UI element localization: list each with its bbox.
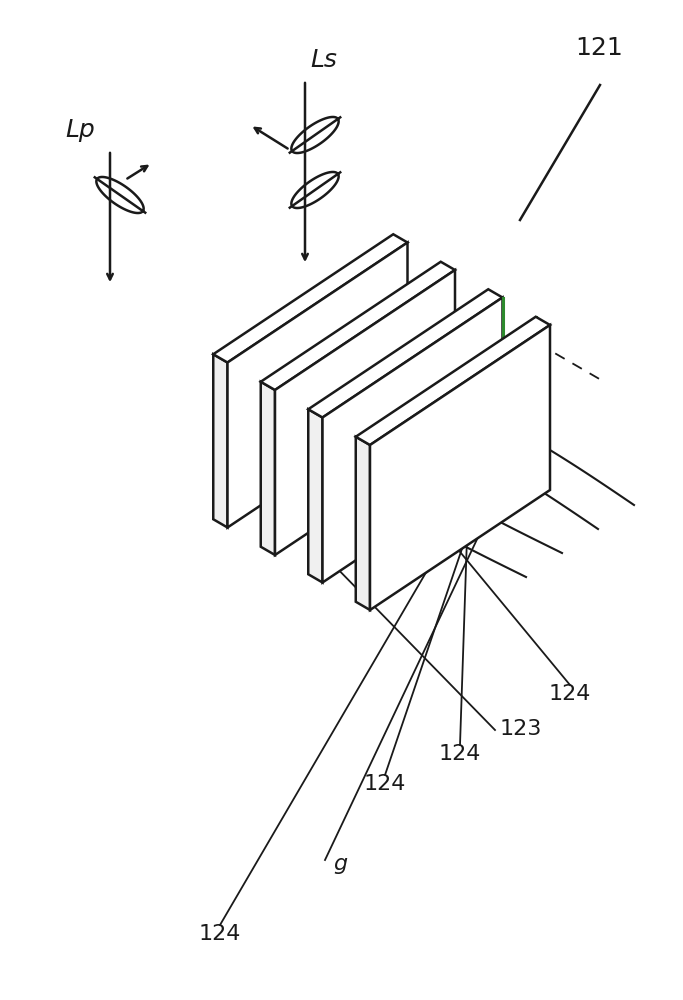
Text: 121: 121 xyxy=(575,36,623,60)
Polygon shape xyxy=(322,298,503,582)
Text: 124: 124 xyxy=(199,924,241,944)
Polygon shape xyxy=(275,270,455,555)
Text: 124: 124 xyxy=(364,774,406,794)
Polygon shape xyxy=(308,409,322,582)
Polygon shape xyxy=(261,382,275,555)
Polygon shape xyxy=(213,234,408,362)
Text: 124: 124 xyxy=(438,744,482,764)
Polygon shape xyxy=(356,317,550,445)
Text: g: g xyxy=(333,854,347,874)
Polygon shape xyxy=(308,289,503,418)
Text: Lp: Lp xyxy=(65,118,95,142)
Polygon shape xyxy=(356,437,370,610)
Text: 124: 124 xyxy=(549,684,591,704)
Polygon shape xyxy=(261,262,455,390)
Text: 123: 123 xyxy=(500,719,542,739)
Polygon shape xyxy=(213,354,227,528)
Polygon shape xyxy=(227,242,408,528)
Text: Ls: Ls xyxy=(310,48,337,72)
Polygon shape xyxy=(370,325,550,610)
